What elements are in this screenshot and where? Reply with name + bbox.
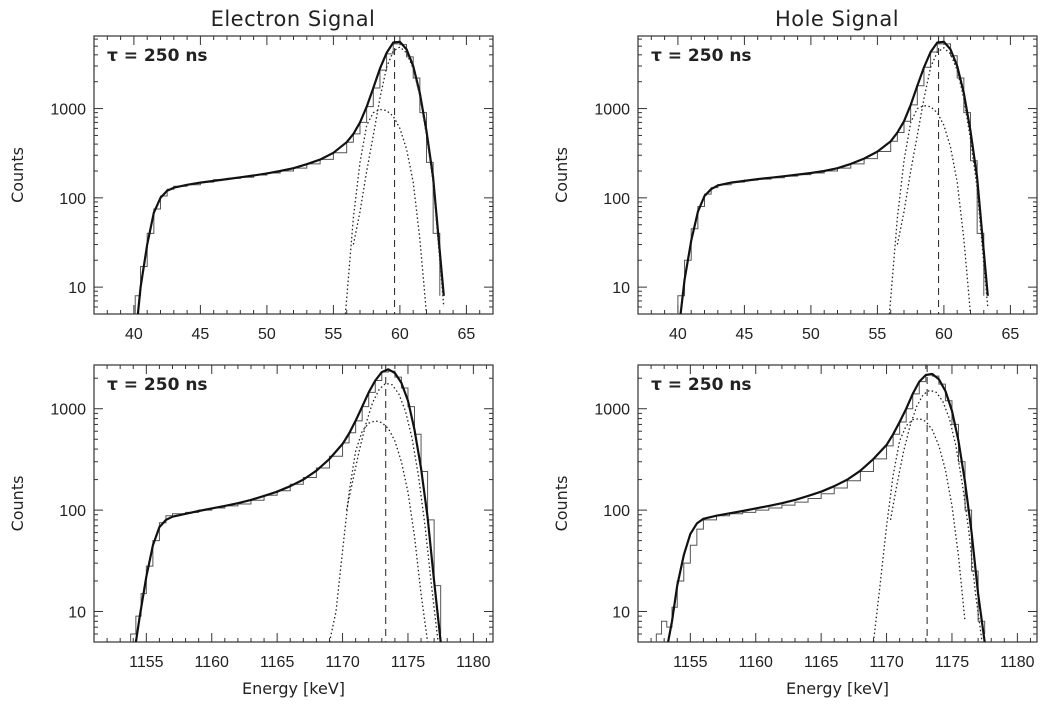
panel-bottom-left: 1155 1160 1165 1170 1175 1180 10 100 1000 Counts E… (8, 364, 494, 698)
total-fit-line (134, 368, 442, 642)
y-tick-label: 1000 (594, 102, 630, 119)
histogram-series (130, 370, 442, 642)
total-fit-line (667, 372, 986, 642)
component-fit-line (345, 382, 439, 642)
y-tick-label: 1000 (50, 102, 86, 119)
x-tick-label: 1165 (260, 654, 295, 671)
x-tick-label: 1180 (1000, 654, 1035, 671)
y-tick-label: 100 (603, 503, 630, 520)
x-tick-label: 1160 (195, 654, 230, 671)
x-tick-label: 65 (1002, 326, 1020, 343)
y-tick-label: 10 (68, 604, 86, 621)
tau-annotation: τ = 250 ns (107, 46, 208, 66)
plot-frame (637, 364, 1038, 643)
electron-signal-title: Electron Signal (211, 7, 376, 31)
component-fit-line (328, 420, 429, 642)
hole-signal-title: Hole Signal (775, 7, 899, 31)
x-tick-label: 1165 (804, 654, 839, 671)
y-tick-label: 100 (59, 503, 86, 520)
panel-top-left: 40 45 50 55 60 65 10 100 1000 Counts τ = 250 ns (8, 35, 494, 343)
x-tick-label: 55 (325, 326, 343, 343)
x-tick-label: 60 (935, 326, 953, 343)
x-tick-label: 50 (802, 326, 820, 343)
component-fit-line (896, 46, 989, 307)
tau-annotation: τ = 250 ns (107, 375, 208, 395)
plot-frame (93, 364, 494, 643)
tau-annotation: τ = 250 ns (651, 46, 752, 66)
x-tick-label: 1170 (325, 654, 360, 671)
plot-data (655, 365, 986, 642)
tau-annotation: τ = 250 ns (651, 375, 752, 395)
y-tick-label: 1000 (594, 402, 630, 419)
x-tick-label: 45 (192, 326, 210, 343)
y-axis-label: Counts (8, 476, 27, 532)
x-tick-label: 40 (669, 326, 687, 343)
x-tick-label: 60 (391, 326, 409, 343)
x-tick-label: 1155 (129, 654, 164, 671)
y-tick-label: 100 (603, 191, 630, 208)
panel-bottom-right: 1155 1160 1165 1170 1175 1180 10 100 1000 Counts E… (552, 364, 1038, 698)
panel-top-right: 40 45 50 55 60 65 10 100 1000 Counts τ = 250 ns (552, 35, 1038, 343)
x-axis-label: Energy [keV] (242, 679, 345, 698)
x-tick-label: 65 (458, 326, 476, 343)
y-tick-label: 10 (612, 280, 630, 297)
x-tick-label: 40 (125, 326, 143, 343)
y-axis-label: Counts (552, 476, 571, 532)
component-fit-line (344, 108, 428, 314)
x-tick-label: 1180 (456, 654, 491, 671)
plot-data (134, 36, 445, 314)
x-tick-label: 50 (258, 326, 276, 343)
x-tick-label: 55 (869, 326, 887, 343)
x-tick-label: 45 (736, 326, 754, 343)
y-tick-label: 10 (68, 280, 86, 297)
y-tick-label: 100 (59, 191, 86, 208)
x-tick-label: 1170 (869, 654, 904, 671)
component-fit-line (872, 417, 966, 642)
y-tick-label: 10 (612, 604, 630, 621)
histogram-series (655, 374, 986, 642)
component-fit-line (888, 104, 972, 314)
y-tick-label: 1000 (50, 402, 86, 419)
y-axis-label: Counts (8, 147, 27, 203)
y-axis-label: Counts (552, 147, 571, 203)
x-tick-label: 1175 (935, 654, 970, 671)
histogram-series (677, 43, 985, 314)
plot-data (677, 36, 989, 314)
component-fit-line (889, 389, 983, 642)
plot-data (130, 365, 442, 642)
component-fit-line (352, 46, 445, 307)
x-tick-label: 1155 (673, 654, 708, 671)
x-axis-label: Energy [keV] (786, 679, 889, 698)
x-tick-label: 1175 (391, 654, 426, 671)
total-fit-line (679, 40, 989, 314)
x-tick-label: 1160 (739, 654, 774, 671)
total-fit-line (136, 40, 445, 314)
